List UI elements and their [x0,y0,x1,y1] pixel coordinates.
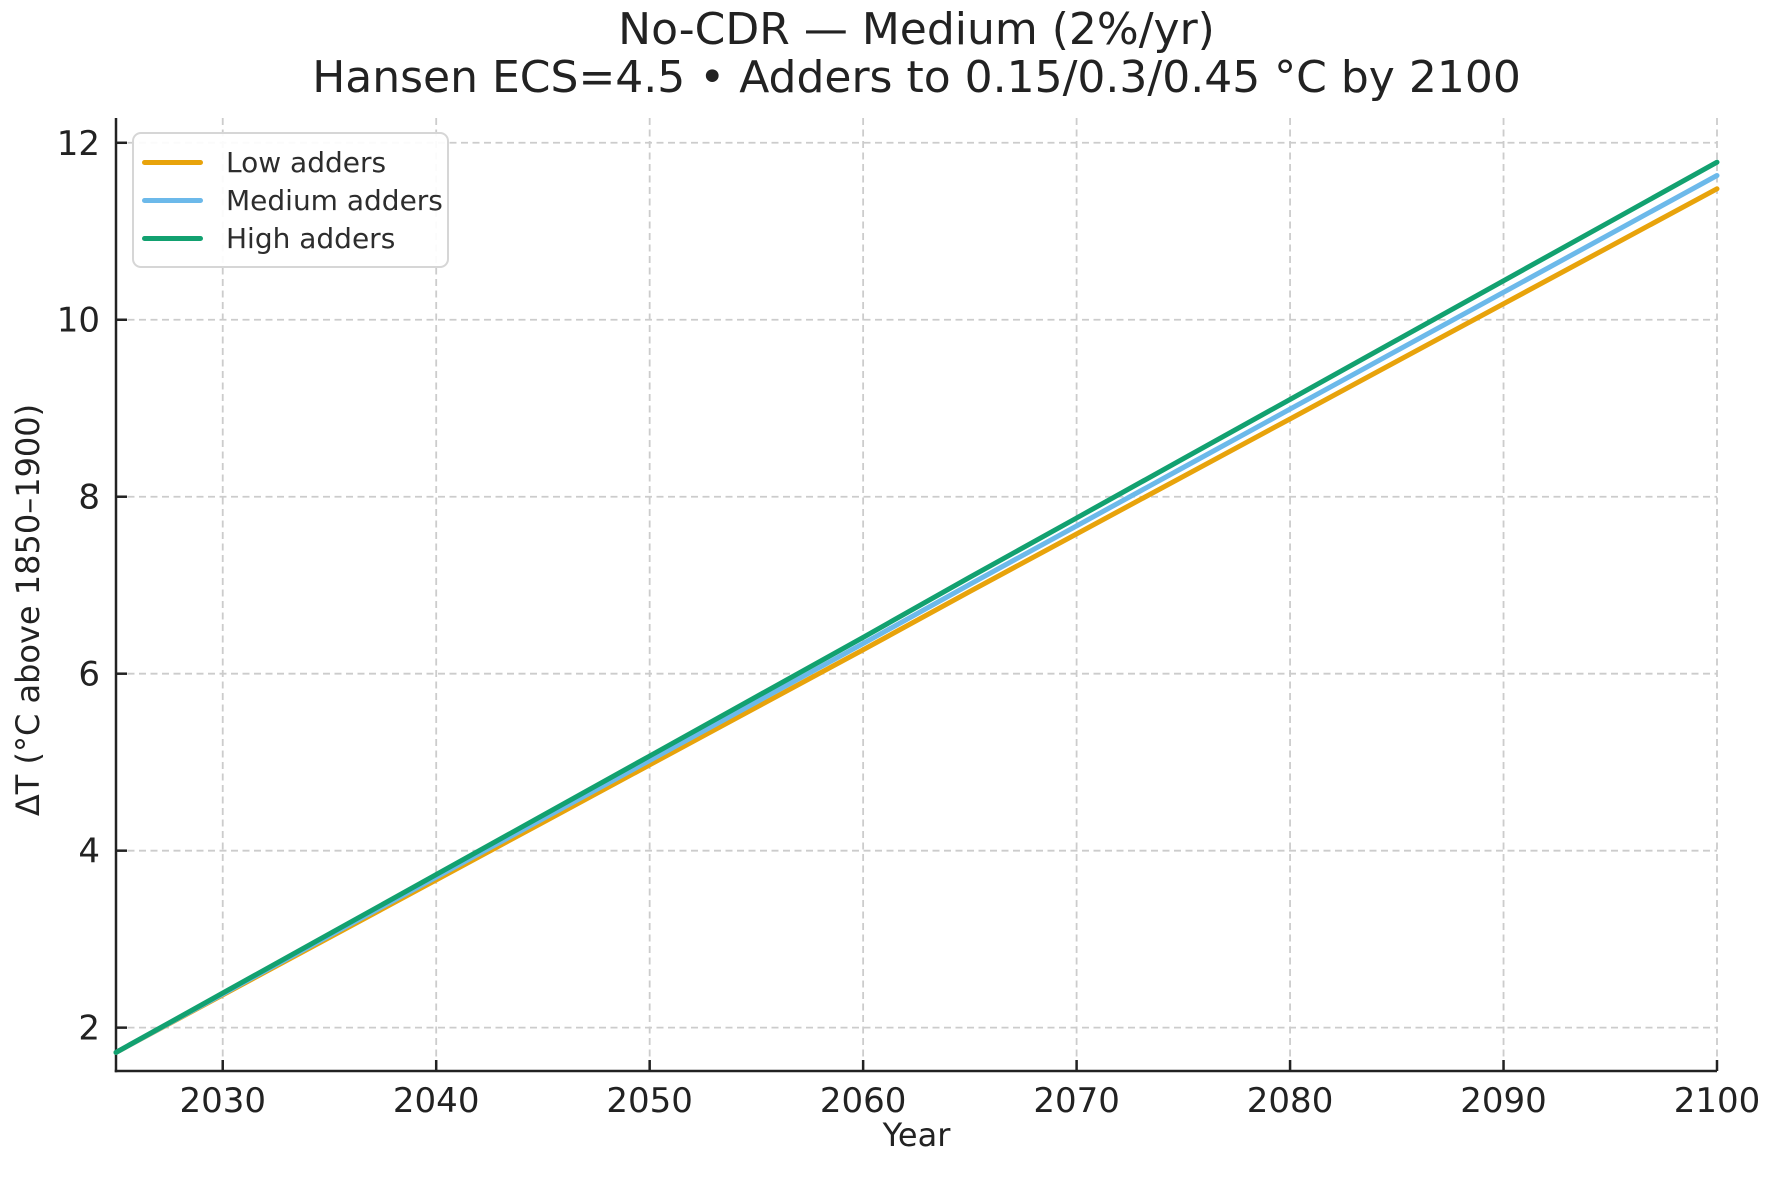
x-tick-label-2090: 2090 [1460,1081,1547,1121]
x-axis-label: Year [882,1116,951,1154]
legend-swatch-icon [142,197,203,203]
legend-label: Medium adders [226,183,443,217]
x-tick-label-2050: 2050 [606,1081,693,1121]
x-tick-label-2030: 2030 [179,1081,266,1121]
legend-item-medium-adders: Medium adders [134,181,447,219]
x-tick-label-2080: 2080 [1247,1081,1334,1121]
legend-swatch-icon [142,159,203,165]
legend-item-low-adders: Low adders [134,143,447,181]
legend: Low adders Medium adders High adders [132,132,449,268]
y-tick-label-6: 6 [78,655,100,695]
y-tick-label-2: 2 [78,1009,100,1049]
y-tick-label-8: 8 [78,478,100,518]
legend-label: High adders [226,221,396,255]
y-tick-label-4: 4 [78,832,100,872]
legend-item-high-adders: High adders [134,219,447,257]
y-axis-label: ΔT (°C above 1850–1900) [9,403,47,817]
x-tick-label-2040: 2040 [393,1081,480,1121]
series-line-high-adders [113,159,1720,1055]
y-tick-label-10: 10 [57,301,100,341]
x-tick-label-2100: 2100 [1674,1081,1761,1121]
legend-label: Low adders [226,145,387,179]
x-tick-label-2060: 2060 [820,1081,907,1121]
x-tick-label-2070: 2070 [1033,1081,1120,1121]
y-tick-label-12: 12 [57,124,100,164]
chart-title: No-CDR — Medium (2%/yr) [618,4,1215,55]
legend-swatch-icon [142,235,203,241]
chart-subtitle: Hansen ECS=4.5 • Adders to 0.15/0.3/0.45… [312,52,1521,103]
